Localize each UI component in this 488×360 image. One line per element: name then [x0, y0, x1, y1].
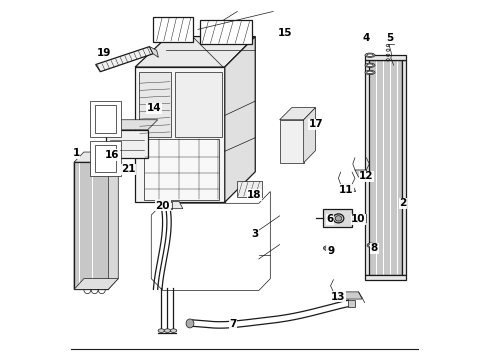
- Text: 14: 14: [146, 103, 161, 113]
- Text: 21: 21: [121, 164, 135, 174]
- Polygon shape: [354, 214, 366, 222]
- Text: 11: 11: [338, 185, 352, 195]
- Text: 3: 3: [250, 229, 258, 239]
- Polygon shape: [74, 152, 118, 162]
- Polygon shape: [94, 105, 116, 133]
- Ellipse shape: [332, 214, 343, 223]
- Polygon shape: [155, 202, 183, 209]
- Text: 7: 7: [229, 319, 236, 329]
- Text: 17: 17: [308, 120, 323, 129]
- Polygon shape: [364, 60, 368, 275]
- Polygon shape: [144, 139, 219, 200]
- Text: 13: 13: [330, 292, 345, 302]
- Polygon shape: [108, 152, 118, 289]
- Ellipse shape: [366, 64, 372, 67]
- Polygon shape: [151, 192, 270, 291]
- Polygon shape: [364, 55, 405, 60]
- Polygon shape: [139, 72, 171, 137]
- Text: 4: 4: [362, 33, 369, 43]
- Ellipse shape: [364, 63, 374, 67]
- Text: 1: 1: [72, 148, 80, 158]
- Ellipse shape: [366, 243, 373, 248]
- Bar: [74, 162, 108, 289]
- Polygon shape: [347, 300, 354, 307]
- Text: 2: 2: [399, 198, 406, 208]
- Polygon shape: [106, 120, 158, 130]
- Polygon shape: [74, 279, 118, 289]
- Text: 16: 16: [105, 150, 120, 160]
- Polygon shape: [364, 275, 405, 280]
- Polygon shape: [236, 181, 261, 197]
- Text: 5: 5: [386, 33, 392, 43]
- Ellipse shape: [323, 246, 330, 251]
- Text: 20: 20: [155, 201, 170, 211]
- Polygon shape: [153, 17, 192, 42]
- Polygon shape: [279, 108, 315, 120]
- Ellipse shape: [164, 329, 170, 332]
- Polygon shape: [323, 210, 351, 227]
- Polygon shape: [333, 292, 362, 299]
- Text: 15: 15: [277, 28, 291, 38]
- Bar: [367, 60, 402, 275]
- Polygon shape: [279, 120, 303, 163]
- Polygon shape: [354, 170, 368, 177]
- Polygon shape: [94, 145, 116, 172]
- Ellipse shape: [335, 216, 341, 221]
- Polygon shape: [303, 108, 315, 163]
- Ellipse shape: [185, 319, 194, 328]
- Polygon shape: [401, 60, 405, 275]
- Text: 10: 10: [350, 215, 365, 224]
- Polygon shape: [90, 101, 121, 137]
- Text: 12: 12: [359, 171, 373, 181]
- Polygon shape: [96, 46, 153, 72]
- Polygon shape: [90, 140, 121, 176]
- Polygon shape: [135, 67, 224, 202]
- Ellipse shape: [170, 329, 176, 332]
- Text: 8: 8: [370, 243, 377, 253]
- Polygon shape: [149, 46, 158, 57]
- Polygon shape: [135, 37, 255, 67]
- Polygon shape: [224, 37, 255, 202]
- Polygon shape: [340, 184, 355, 192]
- Polygon shape: [199, 21, 251, 44]
- Text: 6: 6: [325, 215, 333, 224]
- Ellipse shape: [364, 70, 374, 75]
- Text: 18: 18: [247, 190, 261, 200]
- Ellipse shape: [158, 329, 164, 332]
- Text: 19: 19: [97, 48, 111, 58]
- Ellipse shape: [366, 54, 372, 57]
- Polygon shape: [106, 130, 147, 158]
- Ellipse shape: [324, 247, 328, 249]
- Polygon shape: [174, 72, 222, 137]
- Ellipse shape: [366, 71, 372, 74]
- Text: 9: 9: [326, 246, 333, 256]
- Ellipse shape: [368, 244, 372, 247]
- Ellipse shape: [364, 53, 374, 57]
